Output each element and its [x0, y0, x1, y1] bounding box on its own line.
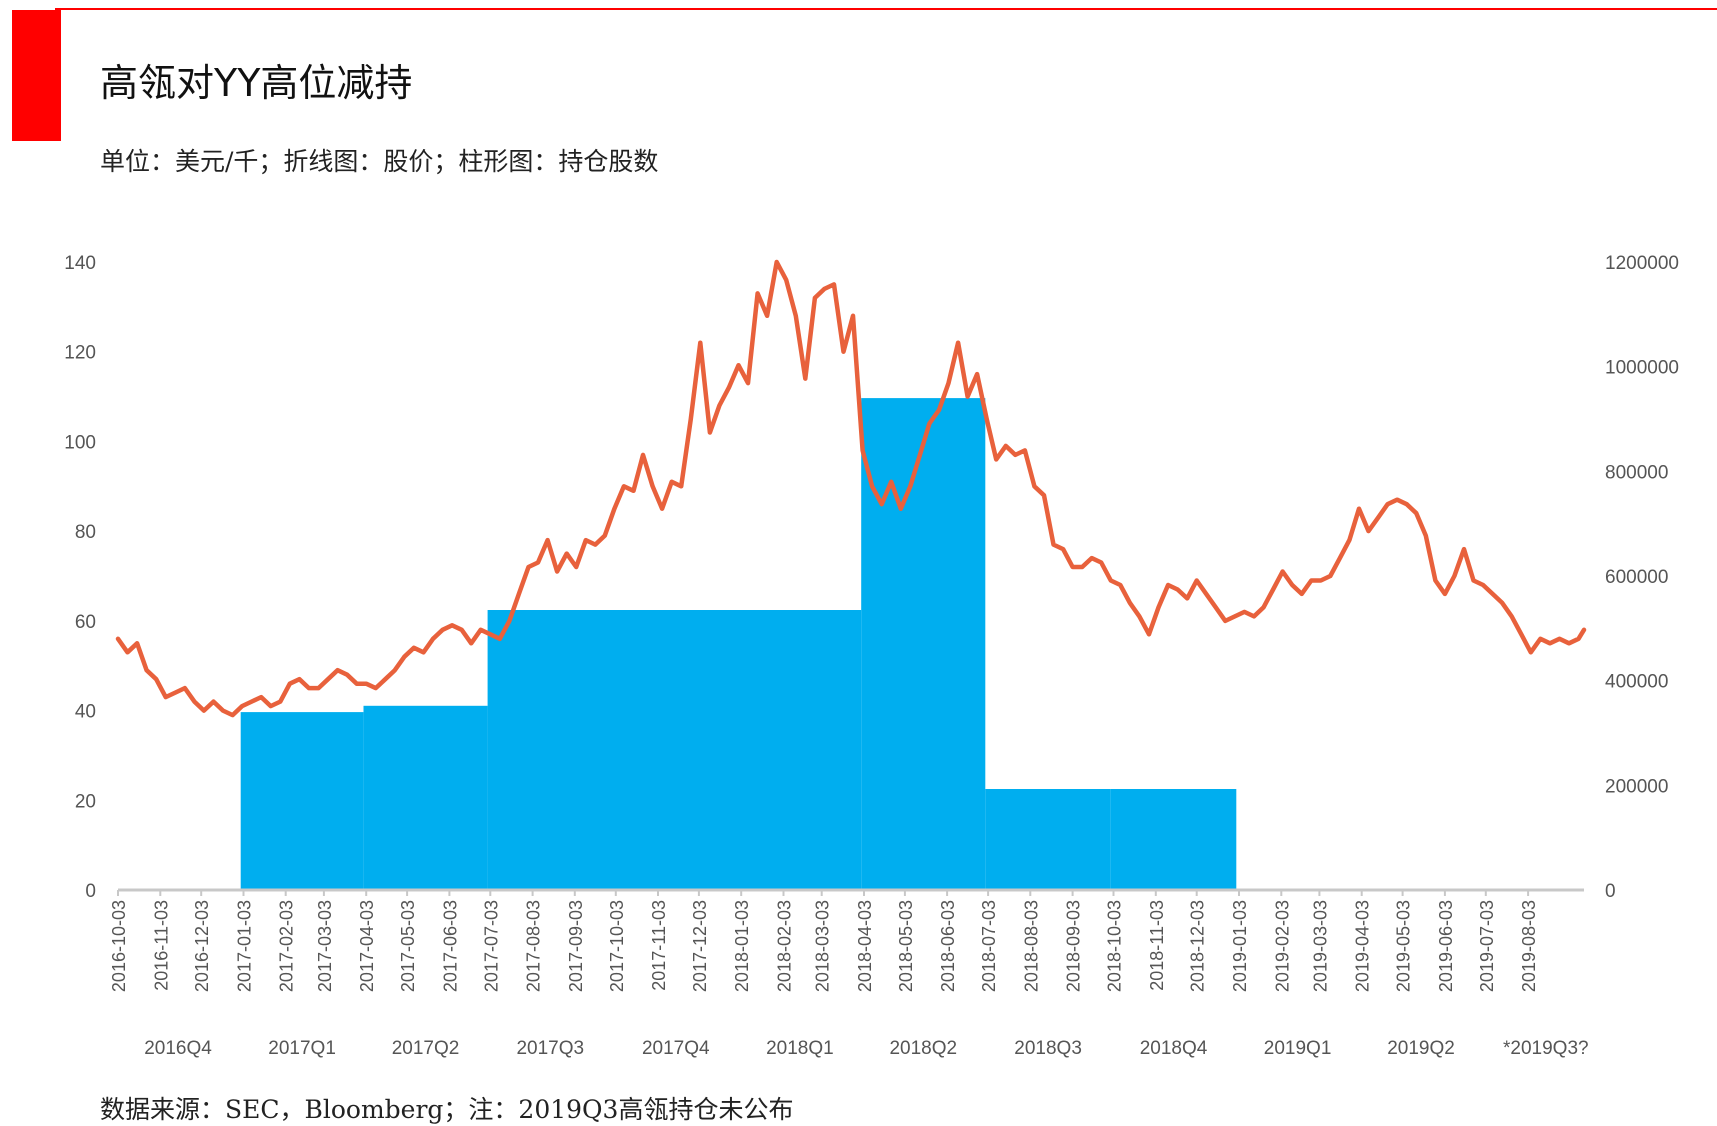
x-tick-label: 2018-06-03	[938, 900, 958, 992]
holdings-bars	[240, 398, 1237, 890]
chart-subtitle: 单位：美元/千；折线图：股价；柱形图：持仓股数	[100, 147, 659, 176]
x-tick-label: 2018-07-03	[979, 900, 999, 992]
top-rule	[55, 8, 1717, 10]
x-tick-label: 2019-07-03	[1477, 900, 1497, 992]
x-tick-label: 2019-05-03	[1394, 900, 1414, 992]
quarter-label: 2018Q3	[1014, 1038, 1082, 1059]
quarter-label: 2019Q2	[1387, 1038, 1455, 1059]
x-tick-label: 2018-02-03	[775, 900, 795, 992]
x-tick-label: 2017-05-03	[398, 900, 418, 992]
right-tick-label: 1000000	[1605, 358, 1679, 379]
x-tick-label: 2017-09-03	[566, 900, 586, 992]
x-tick-label: 2018-01-03	[732, 900, 752, 992]
quarter-label: 2017Q1	[268, 1038, 336, 1059]
x-tick-label: 2018-09-03	[1064, 900, 1084, 992]
quarter-label: 2018Q4	[1140, 1038, 1208, 1059]
axes: 0 20 40 60 80 100 120 140 0 200000 400000 600000 800…	[64, 253, 1679, 1059]
holdings-bar	[738, 610, 862, 890]
x-tick-label: 2017-03-03	[315, 900, 335, 992]
left-tick-label: 60	[75, 612, 96, 633]
quarter-label: 2017Q2	[392, 1038, 460, 1059]
left-tick-label: 80	[75, 522, 96, 543]
x-tick-label: 2018-11-03	[1147, 900, 1167, 991]
x-tick-label: 2016-10-03	[109, 900, 129, 992]
right-tick-label: 1200000	[1605, 253, 1679, 274]
x-tick-label: 2018-10-03	[1105, 900, 1125, 992]
holdings-bar	[1110, 789, 1237, 890]
x-tick-label: 2018-12-03	[1188, 900, 1208, 992]
x-tick-label: 2017-04-03	[357, 900, 377, 992]
x-tick-label: 2017-08-03	[524, 900, 544, 992]
quarter-label: 2019Q1	[1264, 1038, 1332, 1059]
x-tick-label: 2016-11-03	[151, 900, 171, 991]
x-tick-label: 2019-08-03	[1519, 900, 1539, 992]
x-tick-label: 2018-05-03	[896, 900, 916, 992]
x-tick-label: 2017-10-03	[607, 900, 627, 992]
quarter-label: 2017Q3	[516, 1038, 584, 1059]
chart-title: 高瓴对YY高位减持	[100, 61, 413, 105]
right-tick-label: 800000	[1605, 462, 1668, 483]
x-tick-label: 2017-01-03	[235, 900, 255, 992]
x-tick-label: 2018-08-03	[1021, 900, 1041, 992]
right-tick-label: 0	[1605, 881, 1616, 902]
quarter-label: 2016Q4	[144, 1038, 212, 1059]
left-tick-label: 100	[64, 432, 96, 453]
x-tick-label: 2017-06-03	[440, 900, 460, 992]
accent-red-block	[12, 10, 61, 141]
holdings-bar	[861, 398, 986, 890]
holdings-bar	[240, 712, 364, 890]
left-tick-label: 40	[75, 702, 96, 723]
x-tick-label: 2017-12-03	[690, 900, 710, 992]
left-tick-label: 140	[64, 253, 96, 274]
x-tick-label: 2019-06-03	[1436, 900, 1456, 992]
holdings-bar	[985, 789, 1111, 890]
x-tick-label: 2019-01-03	[1230, 900, 1250, 992]
quarter-label: 2018Q2	[889, 1038, 957, 1059]
x-tick-label: 2017-07-03	[481, 900, 501, 992]
x-tick-label: 2017-02-03	[277, 900, 297, 992]
holdings-bar	[487, 610, 739, 890]
quarter-label: *2019Q3?	[1503, 1038, 1589, 1059]
x-tick-label: 2018-04-03	[855, 900, 875, 992]
x-tick-label: 2019-04-03	[1353, 900, 1373, 992]
x-tick-label: 2019-03-03	[1310, 900, 1330, 992]
right-tick-label: 200000	[1605, 776, 1668, 797]
quarter-label: 2017Q4	[642, 1038, 710, 1059]
left-tick-label: 20	[75, 791, 96, 812]
left-tick-label: 120	[64, 343, 96, 364]
right-tick-label: 400000	[1605, 672, 1668, 693]
quarter-label: 2018Q1	[766, 1038, 834, 1059]
right-tick-label: 600000	[1605, 567, 1668, 588]
holdings-bar	[363, 705, 488, 890]
x-tick-label: 2016-12-03	[192, 900, 212, 992]
price-line	[115, 259, 1587, 718]
left-tick-label: 0	[85, 881, 96, 902]
x-tick-label: 2017-11-03	[649, 900, 669, 991]
source-note: 数据来源：SEC，Bloomberg；注：2019Q3高瓴持仓未公布	[100, 1095, 794, 1124]
x-tick-label: 2019-02-03	[1272, 900, 1292, 992]
price-line-group	[115, 259, 1587, 718]
x-tick-label: 2018-03-03	[813, 900, 833, 992]
